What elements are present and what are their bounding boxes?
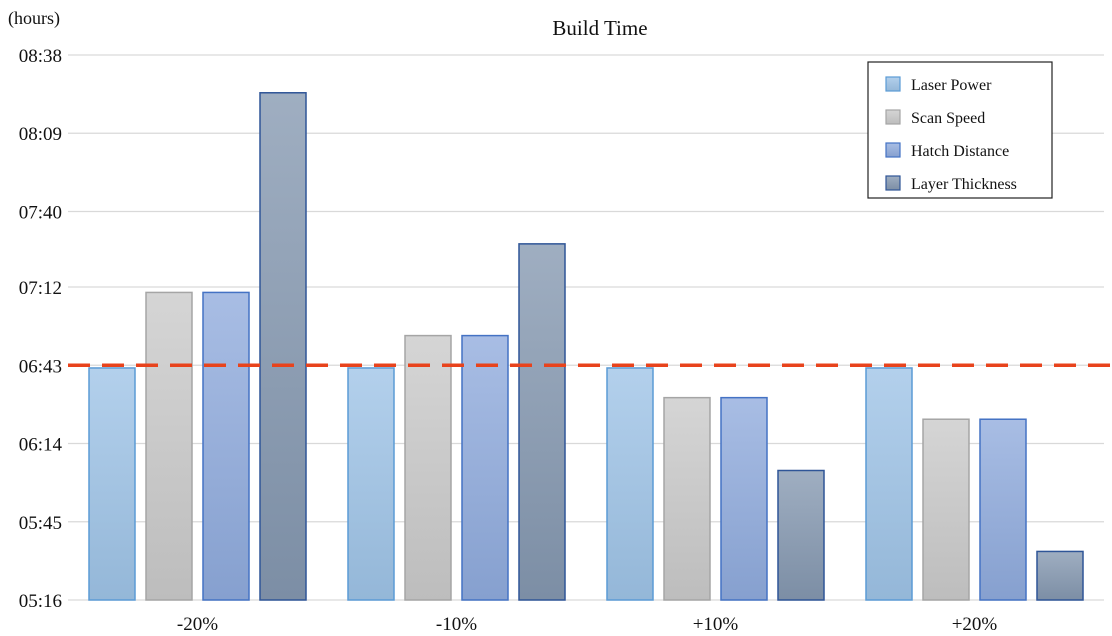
bar-laser-power <box>865 367 913 601</box>
bar-layer-thickness <box>518 243 566 601</box>
y-tick-labels: 05:16 05:45 06:14 06:43 07:12 07:40 08:09 08:38 <box>19 46 63 612</box>
legend: Laser Power Scan Speed Hatch Distance Layer… <box>867 61 1053 199</box>
x-tick-label: -20% <box>177 614 218 635</box>
bar-hatch-distance <box>979 418 1027 601</box>
bar-scan-speed <box>404 334 452 601</box>
bar-layer-thickness <box>1036 550 1084 601</box>
legend-swatch <box>885 109 901 125</box>
bar-laser-power <box>347 367 395 601</box>
legend-label: Hatch Distance <box>911 143 1009 160</box>
bar-scan-speed <box>663 396 711 601</box>
bar-layer-thickness <box>259 92 307 601</box>
y-tick-label: 07:40 <box>19 202 62 223</box>
bar-laser-power <box>606 367 654 601</box>
bar-hatch-distance <box>720 396 768 601</box>
legend-swatch <box>885 175 901 191</box>
y-tick-label: 08:38 <box>19 46 62 67</box>
bars <box>88 92 1084 601</box>
x-tick-label: +20% <box>952 614 998 635</box>
bar-scan-speed <box>922 418 970 601</box>
y-axis-unit-label: (hours) <box>8 8 60 29</box>
y-tick-label: 06:14 <box>19 435 63 456</box>
legend-label: Scan Speed <box>911 110 985 127</box>
legend-swatch <box>885 76 901 92</box>
bar-hatch-distance <box>202 291 250 601</box>
y-tick-label: 07:12 <box>19 278 62 299</box>
y-tick-label: 05:45 <box>19 513 62 534</box>
bar-hatch-distance <box>461 334 509 601</box>
legend-swatch <box>885 142 901 158</box>
y-tick-label: 06:43 <box>19 356 62 377</box>
bar-layer-thickness <box>777 469 825 601</box>
x-tick-label: -10% <box>436 614 477 635</box>
y-tick-label: 08:09 <box>19 124 62 145</box>
x-tick-labels: -20% -10% +10% +20% <box>177 614 998 635</box>
y-tick-label: 05:16 <box>19 591 62 612</box>
x-tick-label: +10% <box>693 614 739 635</box>
bar-scan-speed <box>145 291 193 601</box>
chart-title: Build Time <box>552 16 647 40</box>
legend-label: Layer Thickness <box>911 176 1017 193</box>
bar-laser-power <box>88 367 136 601</box>
legend-label: Laser Power <box>911 77 992 94</box>
